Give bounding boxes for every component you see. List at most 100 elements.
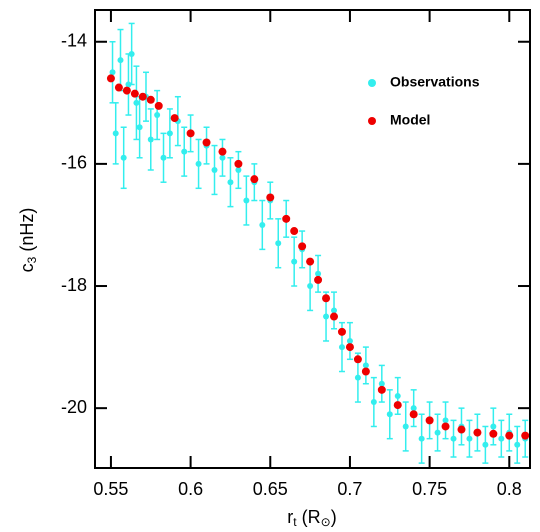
- y-tick-label: -20: [61, 397, 87, 417]
- point: [243, 197, 250, 204]
- point: [307, 283, 314, 290]
- x-tick-label: 0.75: [412, 479, 447, 499]
- point: [234, 159, 243, 168]
- point: [361, 367, 370, 376]
- point: [490, 423, 497, 430]
- point: [323, 313, 330, 320]
- point: [235, 166, 242, 173]
- label-part: ⊙: [321, 515, 331, 529]
- point: [227, 179, 234, 186]
- point: [128, 50, 135, 57]
- point: [106, 74, 115, 83]
- point: [290, 227, 299, 236]
- point: [393, 401, 402, 410]
- x-tick-label: 0.7: [337, 479, 362, 499]
- point: [354, 374, 361, 381]
- label-part: c: [17, 263, 37, 272]
- point: [136, 124, 143, 131]
- point: [457, 425, 466, 434]
- plot-frame: [94, 9, 531, 469]
- point: [181, 148, 188, 155]
- legend-marker: [368, 79, 376, 87]
- x-axis-label: rt (R⊙): [287, 507, 336, 529]
- point: [377, 385, 386, 394]
- point: [250, 175, 259, 184]
- point: [166, 130, 173, 137]
- label-part: (nHz): [17, 208, 37, 257]
- point: [146, 95, 155, 104]
- point: [315, 270, 322, 277]
- point: [219, 154, 226, 161]
- y-tick-label: -18: [61, 275, 87, 295]
- point: [259, 221, 266, 228]
- point: [473, 428, 482, 437]
- x-tick-label: 0.55: [93, 479, 128, 499]
- point: [521, 431, 530, 440]
- point: [202, 138, 211, 147]
- point: [120, 154, 127, 161]
- point: [195, 160, 202, 167]
- point: [147, 136, 154, 143]
- point: [266, 193, 275, 202]
- label-part: (R: [297, 507, 321, 527]
- point: [112, 130, 119, 137]
- label-part: ): [331, 507, 337, 527]
- y-tick-label: -14: [61, 31, 87, 51]
- point: [133, 99, 140, 106]
- point: [130, 89, 139, 98]
- point: [409, 410, 418, 419]
- point: [114, 83, 123, 92]
- point: [442, 417, 449, 424]
- label-part: t: [293, 515, 297, 529]
- point: [386, 411, 393, 418]
- point: [514, 441, 521, 448]
- point: [125, 81, 132, 88]
- point: [482, 441, 489, 448]
- point: [122, 86, 131, 95]
- point: [211, 166, 218, 173]
- point: [338, 344, 345, 351]
- point: [322, 294, 331, 303]
- x-tick-label: 0.6: [178, 479, 203, 499]
- point: [138, 92, 147, 101]
- x-tick-label: 0.8: [497, 479, 522, 499]
- point: [154, 112, 161, 119]
- point: [425, 416, 434, 425]
- point: [441, 422, 450, 431]
- y-axis-label: c3 (nHz): [17, 208, 39, 273]
- point: [505, 431, 514, 440]
- point: [378, 380, 385, 387]
- point: [117, 57, 124, 64]
- point: [330, 312, 339, 321]
- point: [109, 69, 116, 76]
- point: [186, 129, 195, 138]
- legend-label: Observations: [390, 74, 480, 90]
- point: [402, 423, 409, 430]
- point: [306, 257, 315, 266]
- label-part: r: [287, 507, 293, 527]
- legend-label: Model: [390, 112, 430, 128]
- point: [154, 101, 163, 110]
- point: [331, 307, 338, 314]
- point: [498, 435, 505, 442]
- point: [466, 435, 473, 442]
- label-part: 3: [25, 256, 39, 263]
- point: [298, 242, 307, 251]
- point: [291, 258, 298, 265]
- point: [434, 429, 441, 436]
- point: [410, 405, 417, 412]
- point: [282, 214, 291, 223]
- y-tick-label: -16: [61, 153, 87, 173]
- point: [345, 343, 354, 352]
- point: [218, 147, 227, 156]
- x-tick-label: 0.65: [253, 479, 288, 499]
- point: [394, 392, 401, 399]
- point: [489, 429, 498, 438]
- point: [362, 362, 369, 369]
- point: [160, 154, 167, 161]
- point: [275, 240, 282, 247]
- point: [418, 435, 425, 442]
- point: [346, 337, 353, 344]
- point: [450, 435, 457, 442]
